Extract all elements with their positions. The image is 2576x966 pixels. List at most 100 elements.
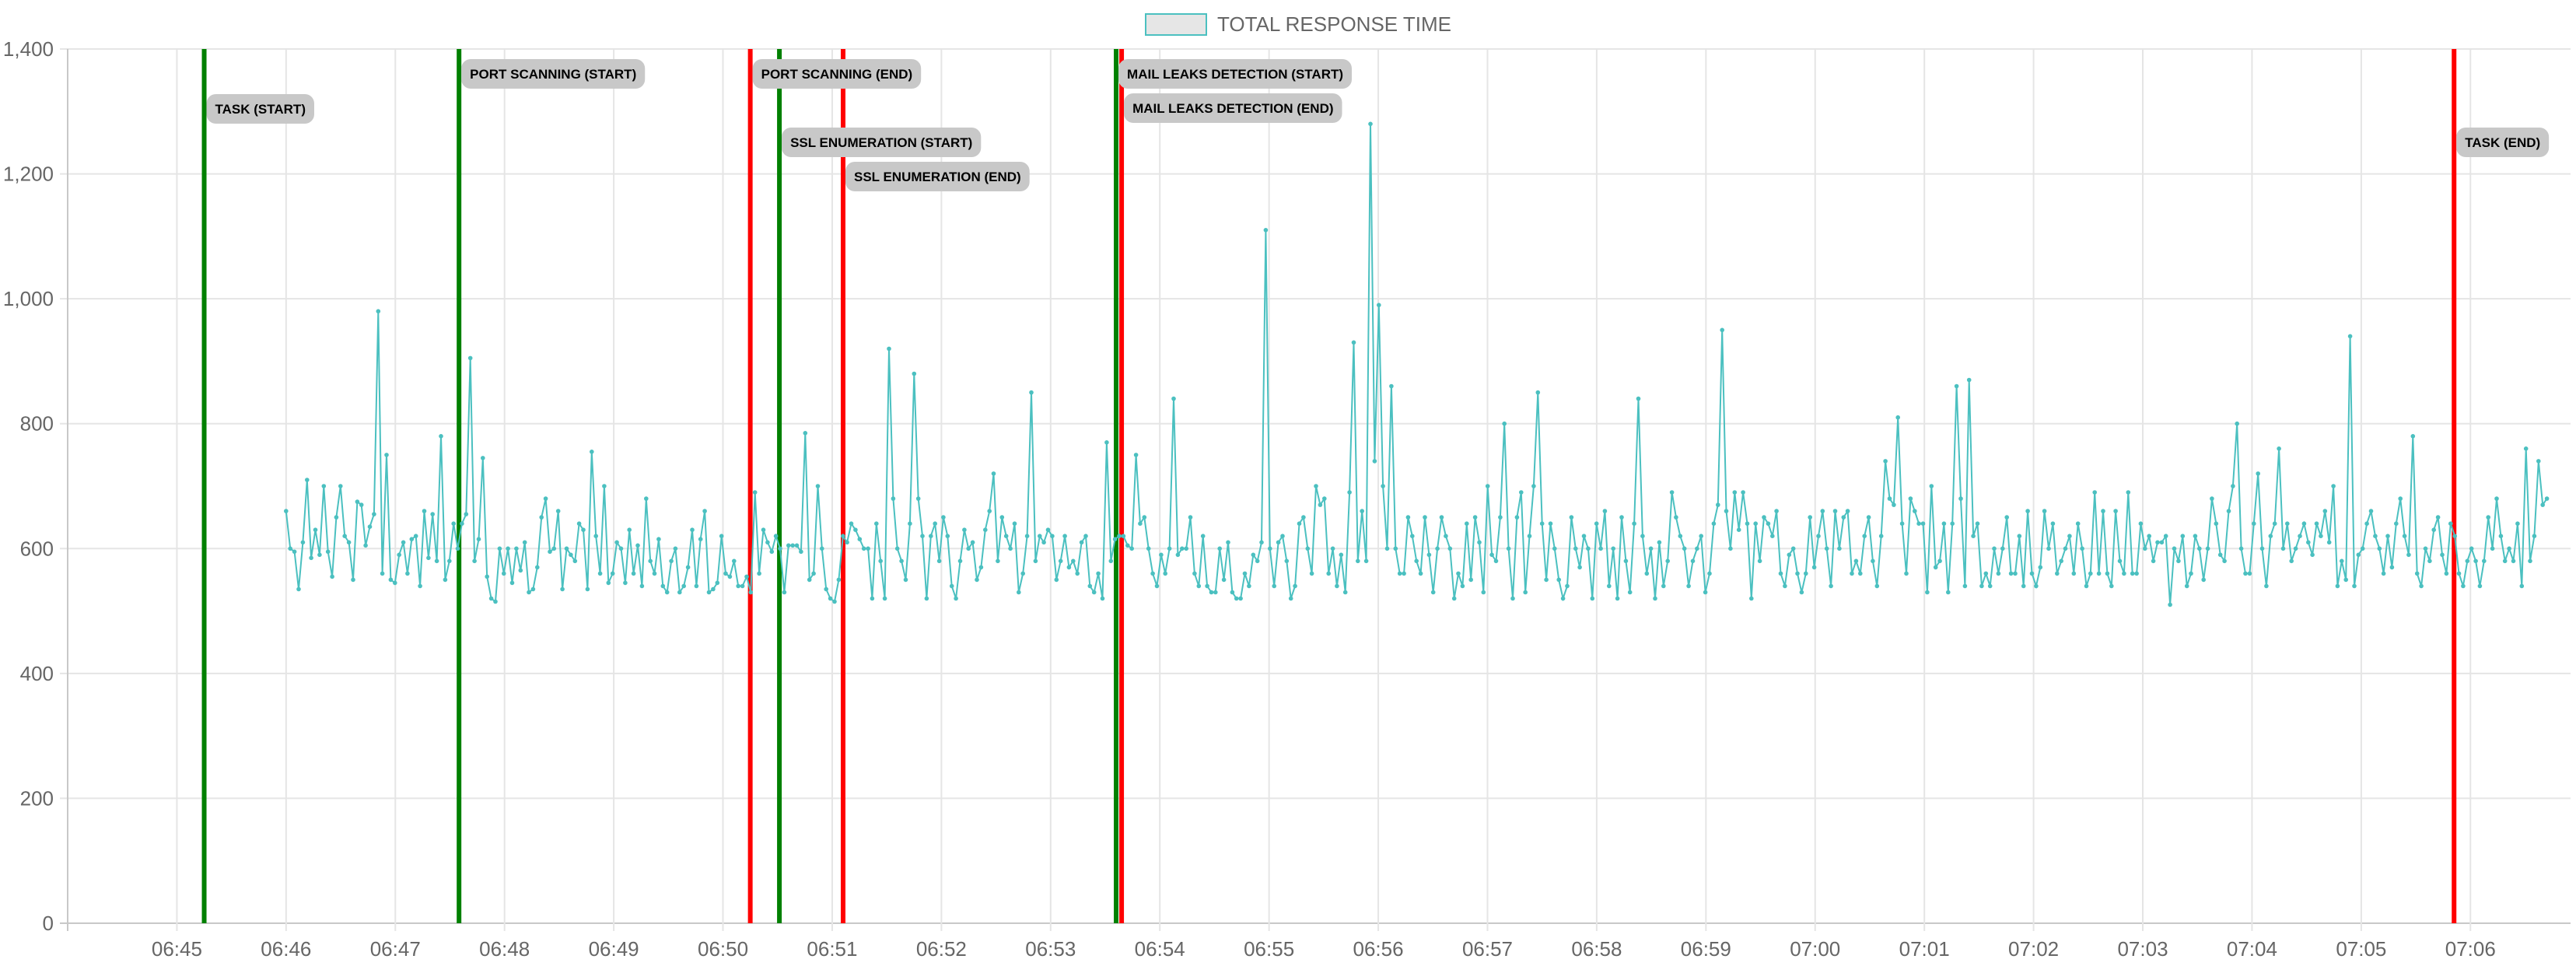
data-point xyxy=(936,558,942,564)
data-point xyxy=(1477,540,1482,545)
data-point xyxy=(2465,558,2470,564)
data-point xyxy=(778,546,782,551)
data-point xyxy=(1632,521,1636,526)
data-point xyxy=(1447,546,1453,551)
annotation-label-bg xyxy=(1124,93,1342,123)
data-point xyxy=(1808,515,1812,520)
data-point xyxy=(2222,558,2227,564)
data-point xyxy=(1456,571,1461,576)
data-point xyxy=(1640,534,1645,538)
data-point xyxy=(543,496,548,501)
data-point xyxy=(2259,546,2265,551)
data-point xyxy=(2113,509,2118,513)
annotation-label: TASK (END) xyxy=(2456,128,2550,157)
data-point xyxy=(439,434,443,439)
data-point xyxy=(2268,534,2273,538)
data-point xyxy=(1690,558,1696,564)
data-point xyxy=(1159,552,1164,558)
data-point xyxy=(1087,583,1093,589)
data-point xyxy=(548,549,552,555)
data-point xyxy=(2075,521,2081,526)
data-point xyxy=(1430,590,1436,595)
data-point xyxy=(2238,546,2244,551)
data-point xyxy=(719,534,724,538)
x-tick-label: 07:04 xyxy=(2227,937,2277,961)
data-point xyxy=(300,540,306,545)
data-point xyxy=(2486,515,2490,520)
data-point xyxy=(2385,534,2390,538)
data-point xyxy=(1368,121,1373,127)
grid-layer xyxy=(60,48,2571,931)
data-point xyxy=(2176,558,2181,564)
data-point xyxy=(593,534,598,538)
data-point xyxy=(1699,534,1703,538)
legend[interactable]: TOTAL RESPONSE TIME xyxy=(1145,12,1451,36)
annotation-label-text: TASK (START) xyxy=(215,102,306,117)
data-point xyxy=(975,577,979,583)
data-point xyxy=(1297,521,1302,526)
data-point xyxy=(1096,571,1101,576)
data-point xyxy=(1987,583,1993,589)
data-point xyxy=(1665,558,1670,564)
data-point xyxy=(380,571,385,576)
data-point xyxy=(1112,537,1118,541)
data-point xyxy=(732,558,737,564)
data-point xyxy=(447,558,452,564)
data-point xyxy=(794,543,800,548)
data-point xyxy=(996,558,1000,564)
data-point xyxy=(1284,558,1290,564)
data-point xyxy=(1058,558,1063,564)
data-point xyxy=(509,580,515,586)
data-point xyxy=(991,471,996,476)
data-point xyxy=(2440,552,2445,558)
data-point xyxy=(618,546,624,551)
data-point xyxy=(861,546,866,551)
data-point xyxy=(1003,534,1009,538)
x-tick-label: 07:02 xyxy=(2008,937,2059,961)
x-tick-label: 06:51 xyxy=(807,937,857,961)
data-point xyxy=(1460,583,1465,589)
data-point xyxy=(530,586,536,592)
data-point xyxy=(677,590,682,595)
data-point xyxy=(1230,590,1235,595)
data-point xyxy=(669,558,674,564)
data-point xyxy=(660,583,666,589)
data-point xyxy=(325,549,331,555)
annotation-label: MAIL LEAKS DETECTION (START) xyxy=(1118,59,1353,89)
data-point xyxy=(887,346,891,352)
data-point xyxy=(1268,546,1272,551)
data-point xyxy=(472,558,477,564)
data-point xyxy=(1820,509,1825,513)
data-point xyxy=(539,515,544,520)
data-point xyxy=(292,549,297,555)
data-point xyxy=(2063,546,2068,551)
data-point xyxy=(1133,453,1139,457)
data-point xyxy=(2004,515,2009,520)
data-point xyxy=(585,586,590,592)
data-point xyxy=(1724,509,1729,513)
data-point xyxy=(2197,546,2202,551)
data-point xyxy=(912,371,917,376)
data-point xyxy=(1661,583,1666,589)
data-point xyxy=(2025,509,2030,513)
data-point xyxy=(1339,552,1344,558)
data-point xyxy=(1121,534,1126,538)
data-point xyxy=(1892,502,1896,507)
data-point xyxy=(1322,496,1327,501)
data-point xyxy=(1790,546,1796,551)
data-point xyxy=(1678,534,1683,538)
data-point xyxy=(355,499,360,504)
data-point xyxy=(1531,484,1536,488)
data-point xyxy=(572,558,578,564)
data-point xyxy=(2189,571,2193,576)
data-point xyxy=(1644,571,1650,576)
data-point xyxy=(1686,583,1691,589)
data-point xyxy=(1180,546,1185,551)
data-point xyxy=(1129,546,1134,551)
data-point xyxy=(1091,590,1097,595)
data-point xyxy=(1117,534,1122,538)
y-tick-label: 1,200 xyxy=(3,163,54,186)
annotation-label-text: MAIL LEAKS DETECTION (START) xyxy=(1127,67,1343,82)
data-point xyxy=(1402,571,1406,576)
data-point xyxy=(2264,583,2269,589)
